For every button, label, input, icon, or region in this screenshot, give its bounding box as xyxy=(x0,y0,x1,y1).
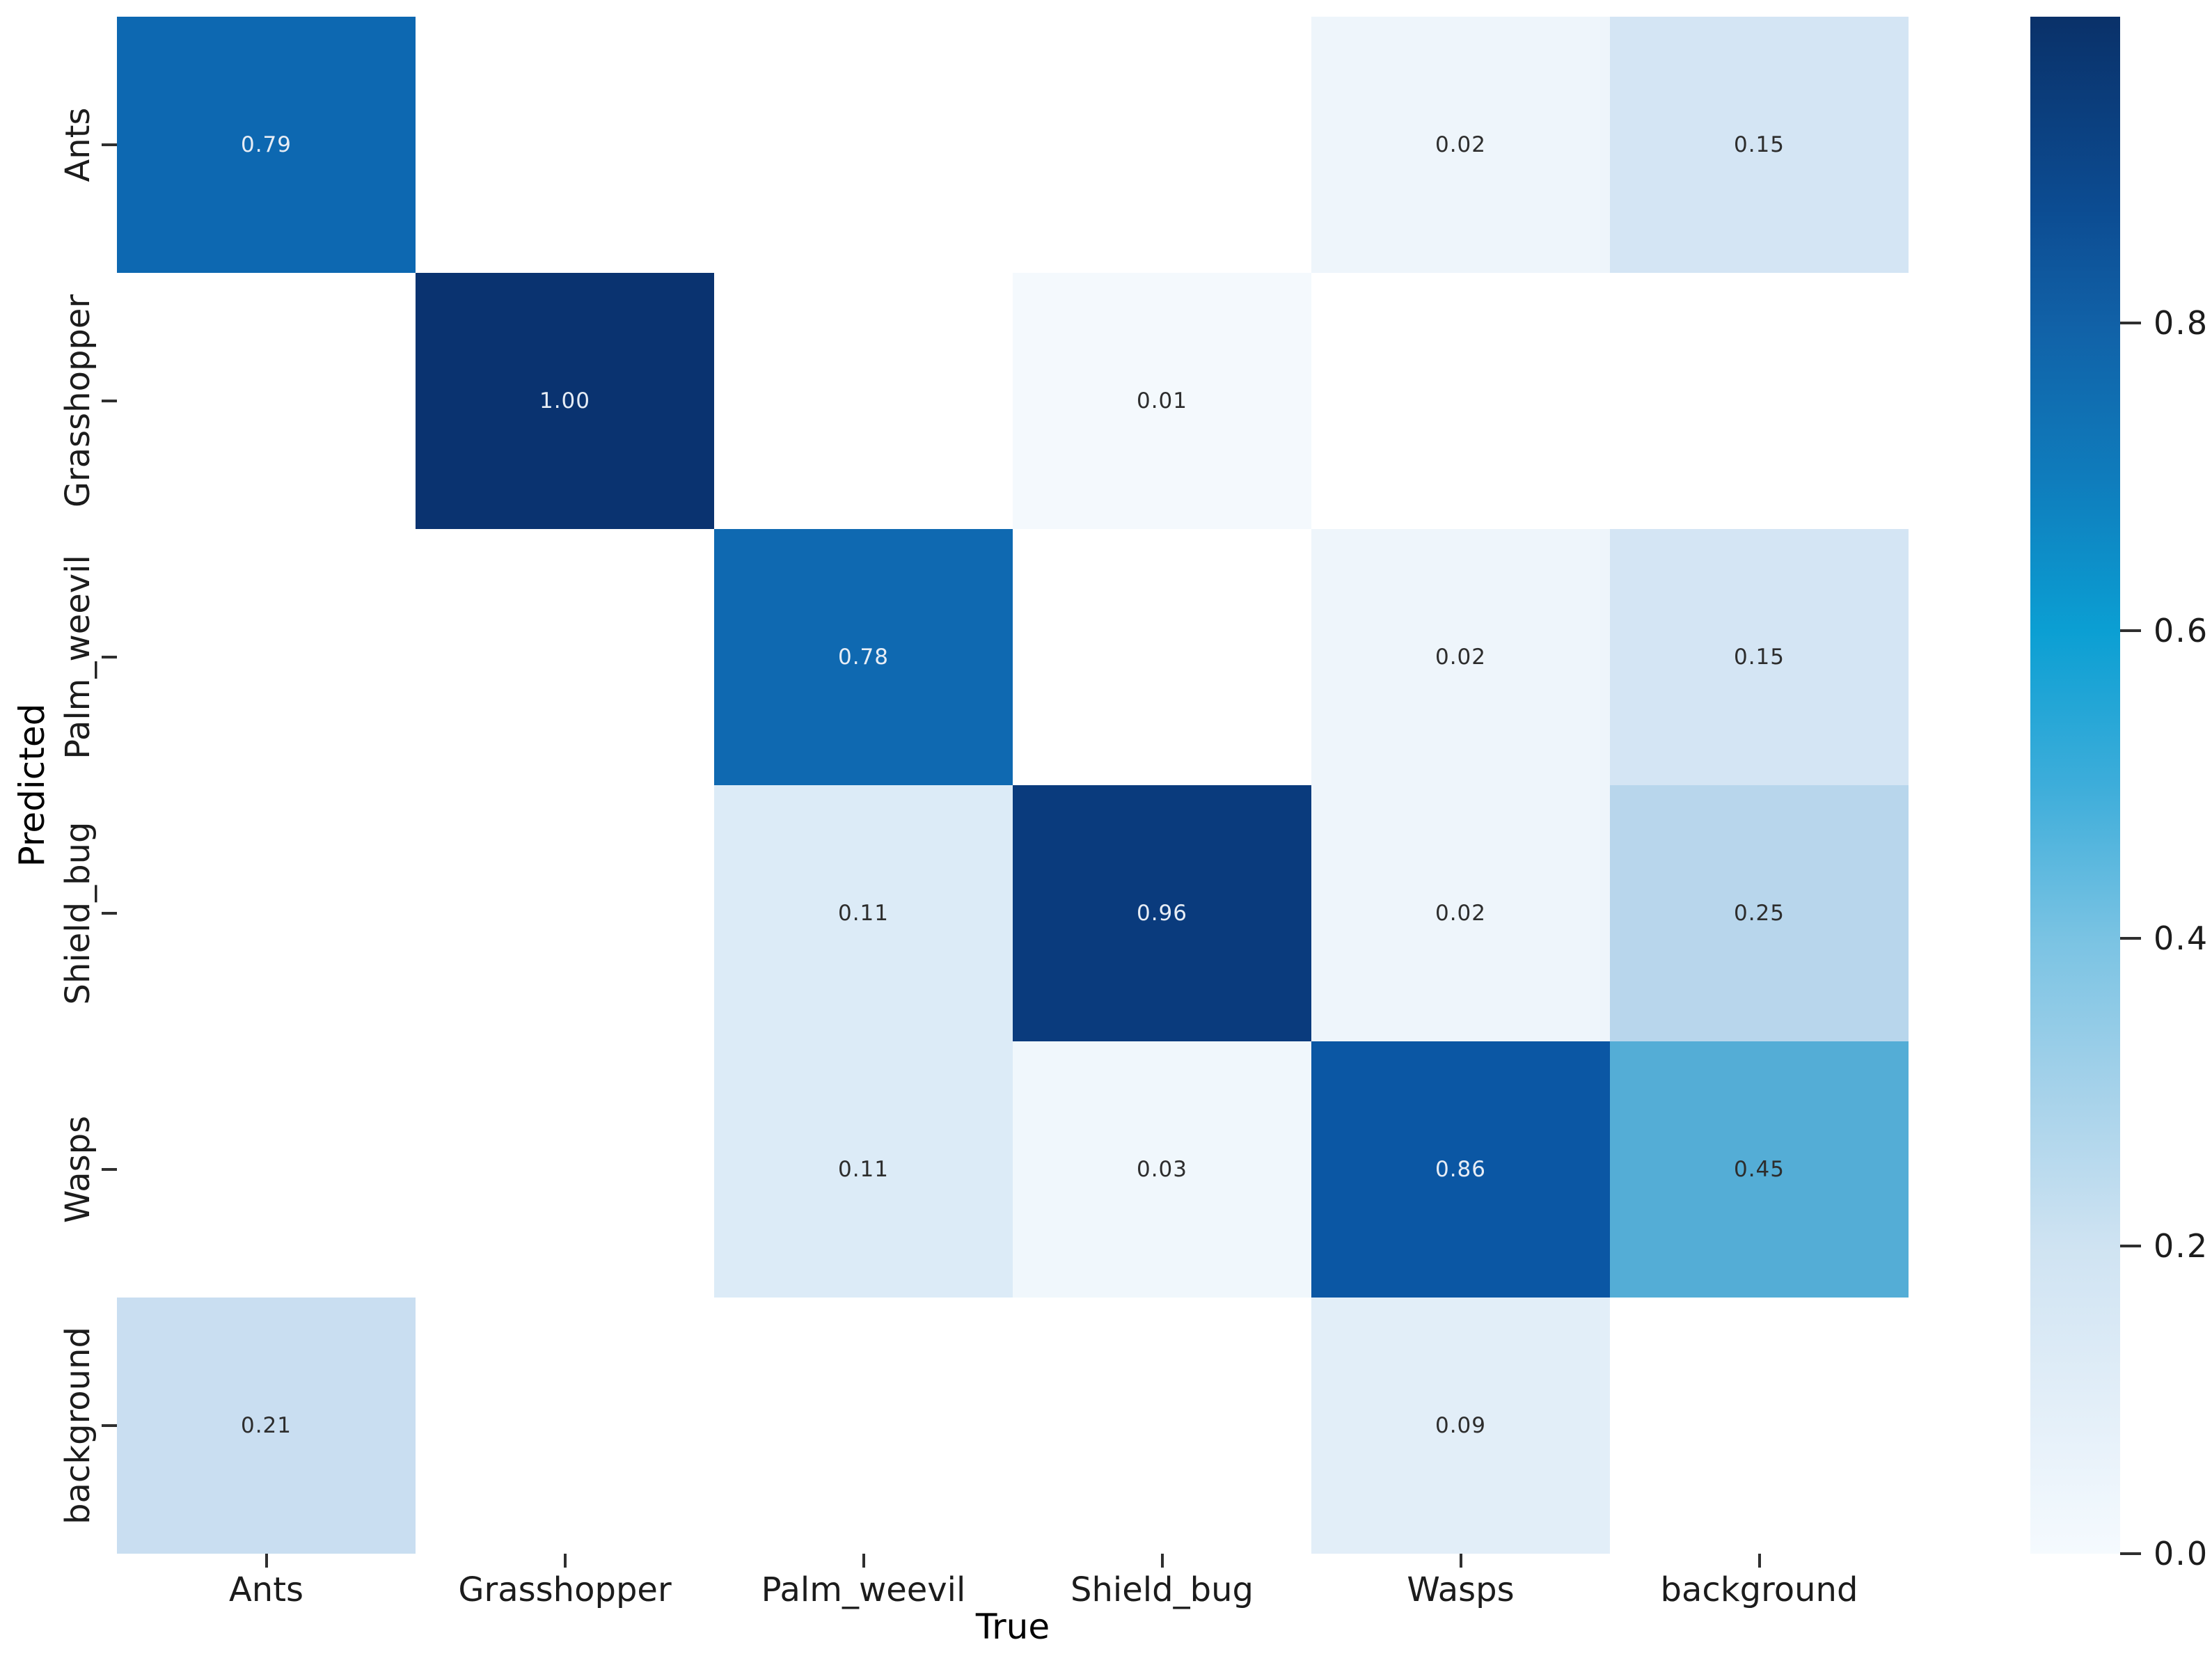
y-tick-label: background xyxy=(58,1327,97,1524)
colorbar-tick-mark xyxy=(2120,937,2141,940)
y-tick-label: Palm_weevil xyxy=(58,555,97,759)
heatmap-cell: 1.00 xyxy=(416,273,714,529)
heatmap-cell xyxy=(1013,1298,1311,1554)
x-tick-mark xyxy=(1757,1554,1761,1568)
y-tick-mark xyxy=(102,1424,117,1427)
heatmap-cell xyxy=(1311,273,1610,529)
heatmap-cell: 0.86 xyxy=(1311,1041,1610,1298)
heatmap-cell: 0.01 xyxy=(1013,273,1311,529)
heatmap-cell xyxy=(117,1041,416,1298)
heatmap-cell: 0.79 xyxy=(117,17,416,273)
heatmap-cell xyxy=(117,785,416,1041)
x-tick-label: Shield_bug xyxy=(1071,1570,1254,1609)
colorbar-tick-mark xyxy=(2120,1552,2141,1555)
heatmap-cell xyxy=(1610,1298,1909,1554)
colorbar-tick-label: 0.0 xyxy=(2154,1535,2209,1572)
heatmap-cell xyxy=(1610,273,1909,529)
colorbar-tick-mark xyxy=(2120,1245,2141,1247)
cell-value: 0.09 xyxy=(1435,1413,1487,1438)
x-tick-mark xyxy=(264,1554,268,1568)
heatmap-cell xyxy=(1013,17,1311,273)
colorbar-tick-mark xyxy=(2120,322,2141,324)
cell-value: 0.02 xyxy=(1435,645,1487,670)
heatmap-cell xyxy=(117,273,416,529)
heatmap-cell: 0.25 xyxy=(1610,785,1909,1041)
heatmap-cell xyxy=(416,1298,714,1554)
colorbar-tick-label: 0.6 xyxy=(2154,612,2209,649)
cell-value: 0.25 xyxy=(1733,901,1785,926)
colorbar-tick-label: 0.8 xyxy=(2154,304,2209,342)
x-tick-mark xyxy=(563,1554,567,1568)
heatmap-cell xyxy=(117,529,416,785)
colorbar-tick-label: 0.2 xyxy=(2154,1227,2209,1265)
heatmap-cell: 0.15 xyxy=(1610,17,1909,273)
cell-value: 0.15 xyxy=(1733,645,1785,670)
heatmap-cell: 0.96 xyxy=(1013,785,1311,1041)
cell-value: 1.00 xyxy=(539,388,591,413)
cell-value: 0.02 xyxy=(1435,901,1487,926)
heatmap-cell xyxy=(714,17,1013,273)
heatmap-cell xyxy=(416,785,714,1041)
cell-value: 0.96 xyxy=(1136,901,1188,926)
cell-value: 0.79 xyxy=(240,132,292,157)
x-tick-label: background xyxy=(1660,1570,1858,1609)
heatmap-cell: 0.09 xyxy=(1311,1298,1610,1554)
y-tick-mark xyxy=(102,912,117,915)
cell-value: 0.21 xyxy=(240,1413,292,1438)
heatmap-cell xyxy=(416,1041,714,1298)
heatmap-cell: 0.02 xyxy=(1311,529,1610,785)
cell-value: 0.11 xyxy=(837,1157,890,1182)
cell-value: 0.11 xyxy=(837,901,890,926)
heatmap-cell: 0.15 xyxy=(1610,529,1909,785)
y-tick-mark xyxy=(102,656,117,659)
y-tick-mark xyxy=(102,400,117,402)
x-tick-label: Palm_weevil xyxy=(761,1570,966,1609)
cell-value: 0.01 xyxy=(1136,388,1188,413)
cell-value: 0.15 xyxy=(1733,132,1785,157)
heatmap-cell xyxy=(416,529,714,785)
colorbar-tick-label: 0.4 xyxy=(2154,920,2209,957)
colorbar-tick-mark xyxy=(2120,629,2141,632)
y-tick-label: Wasps xyxy=(58,1115,97,1224)
cell-value: 0.02 xyxy=(1435,132,1487,157)
colorbar xyxy=(2030,17,2120,1554)
heatmap-cell: 0.02 xyxy=(1311,17,1610,273)
x-tick-mark xyxy=(862,1554,865,1568)
cell-value: 0.03 xyxy=(1136,1157,1188,1182)
cell-value: 0.45 xyxy=(1733,1157,1785,1182)
heatmap-cell: 0.11 xyxy=(714,785,1013,1041)
y-tick-mark xyxy=(102,143,117,146)
y-tick-label: Grasshopper xyxy=(58,294,97,508)
x-axis-title: True xyxy=(975,1607,1050,1647)
heatmap-cell: 0.11 xyxy=(714,1041,1013,1298)
heatmap-cell xyxy=(1013,529,1311,785)
heatmap-cell: 0.02 xyxy=(1311,785,1610,1041)
heatmap-cell: 0.21 xyxy=(117,1298,416,1554)
cell-value: 0.86 xyxy=(1435,1157,1487,1182)
x-tick-mark xyxy=(1459,1554,1462,1568)
cell-value: 0.78 xyxy=(837,645,890,670)
y-tick-label: Ants xyxy=(58,107,97,182)
heatmap-cell: 0.03 xyxy=(1013,1041,1311,1298)
heatmap-cell xyxy=(714,273,1013,529)
y-tick-label: Shield_bug xyxy=(58,821,97,1005)
x-tick-label: Wasps xyxy=(1407,1570,1515,1609)
x-tick-label: Grasshopper xyxy=(458,1570,672,1609)
heatmap-cell: 0.45 xyxy=(1610,1041,1909,1298)
x-tick-mark xyxy=(1160,1554,1164,1568)
heatmap-cell xyxy=(714,1298,1013,1554)
y-tick-mark xyxy=(102,1168,117,1171)
heatmap-cell xyxy=(416,17,714,273)
x-tick-label: Ants xyxy=(228,1570,304,1609)
y-axis-title: Predicted xyxy=(12,703,52,867)
heatmap-cell: 0.78 xyxy=(714,529,1013,785)
